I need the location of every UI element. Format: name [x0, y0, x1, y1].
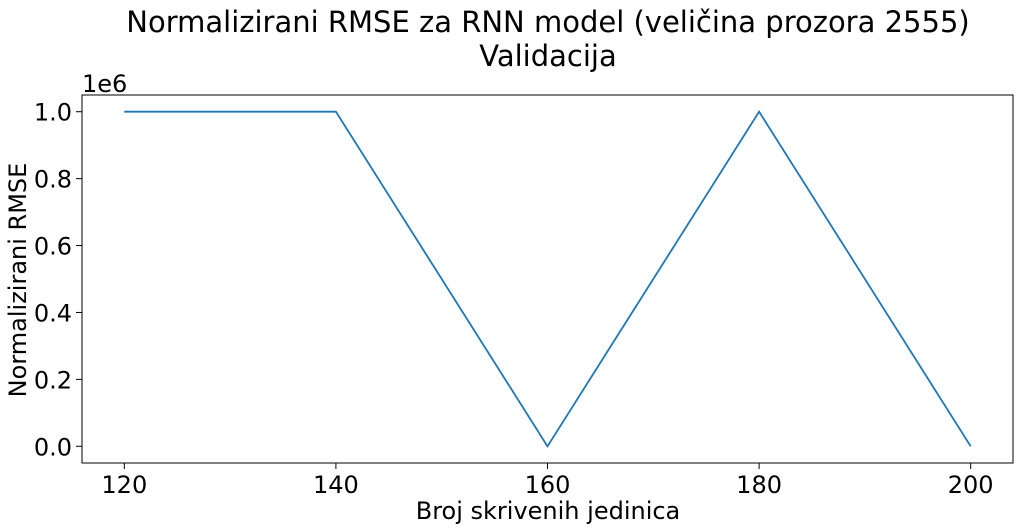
- y-tick-label: 1.0: [34, 99, 72, 127]
- y-tick-label: 0.0: [34, 433, 72, 461]
- plot-area: 120 140 160 180 200 0.0 0.2 0.4 0.6 0.8 1.0: [34, 94, 1014, 499]
- chart-title: Normalizirani RMSE za RNN model (veličin…: [126, 5, 969, 39]
- axes-frame: [81, 94, 1014, 464]
- chart-subtitle: Validacija: [479, 39, 616, 73]
- y-offset-label: 1e6: [82, 70, 127, 98]
- x-axis-label: Broj skrivenih jedinica: [416, 497, 681, 525]
- x-tick-label: 200: [948, 471, 994, 499]
- y-tick-label: 0.4: [34, 299, 72, 327]
- y-tick-label: 0.2: [34, 366, 72, 394]
- x-tick-label: 160: [525, 471, 571, 499]
- x-tick-label: 140: [313, 471, 359, 499]
- x-tick-label: 180: [736, 471, 782, 499]
- series-line-0: [124, 110, 972, 448]
- y-tick-label: 0.6: [34, 233, 72, 261]
- x-tick-label: 120: [101, 471, 147, 499]
- y-axis-label: Normalizirani RMSE: [4, 163, 32, 398]
- y-tick-label: 0.8: [34, 166, 72, 194]
